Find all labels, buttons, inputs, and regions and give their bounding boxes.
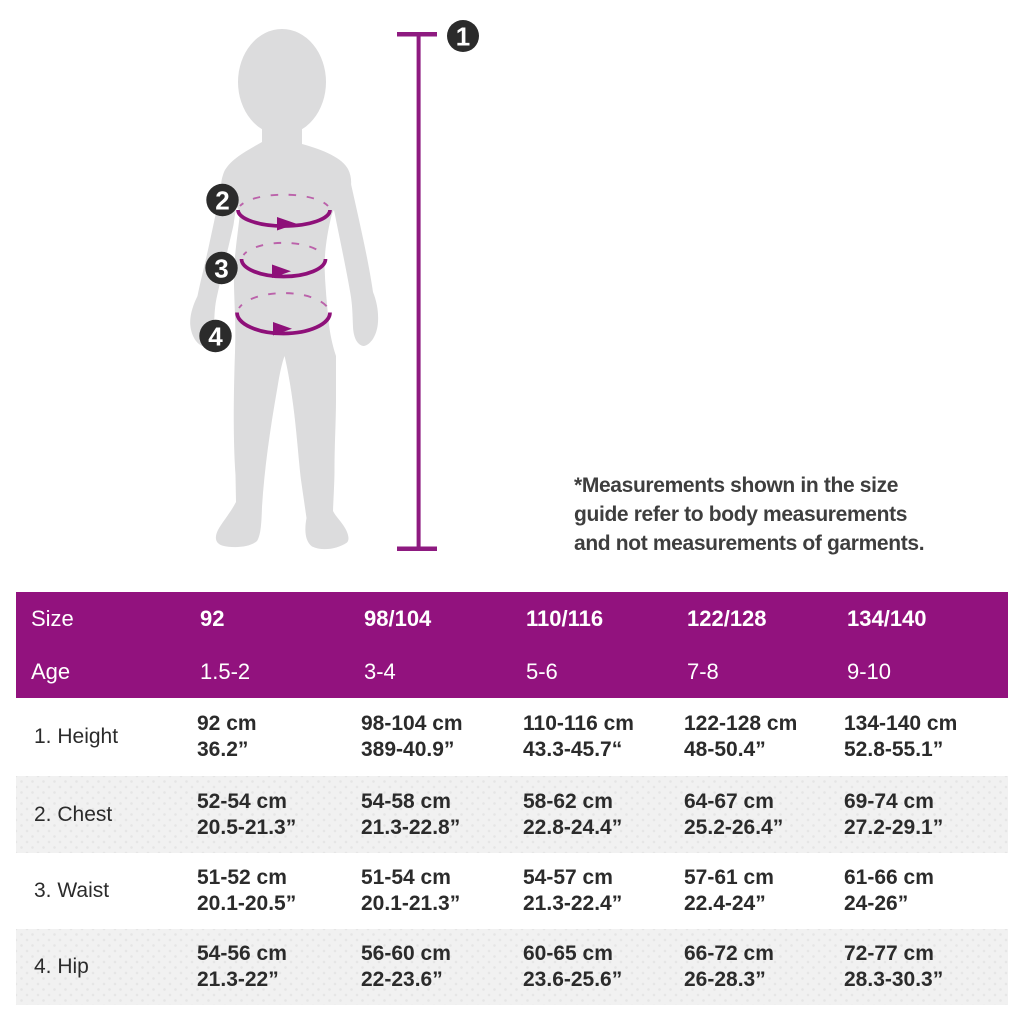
svg-text:3: 3 <box>214 253 228 283</box>
svg-text:1: 1 <box>456 21 470 51</box>
svg-text:2: 2 <box>215 185 229 215</box>
svg-text:4: 4 <box>208 321 223 351</box>
